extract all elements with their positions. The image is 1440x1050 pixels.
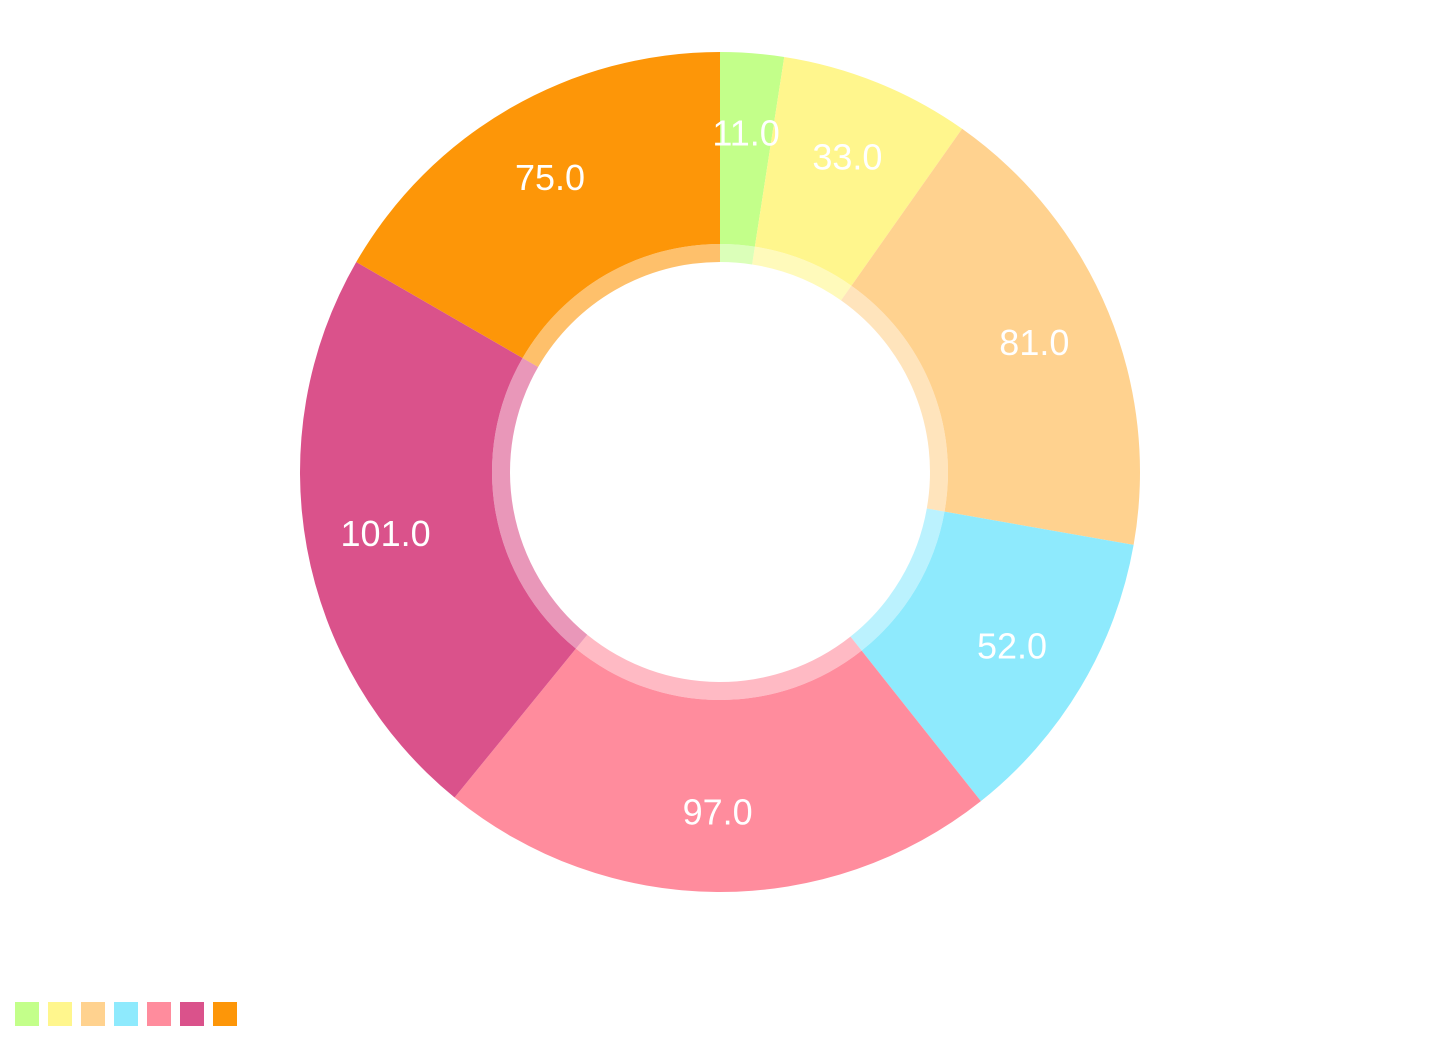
slice-label: 81.0 (999, 322, 1069, 363)
slice-labels-group: 11.0 33.0 81.0 52.0 97.0 101.0 75.0 (341, 113, 1070, 833)
legend-swatch[interactable] (114, 1002, 138, 1026)
inner-highlight-ring (492, 244, 948, 700)
slice-label: 97.0 (683, 791, 753, 832)
ring-segment-52.0 (850, 508, 945, 651)
legend (15, 1002, 237, 1026)
legend-swatch[interactable] (147, 1002, 171, 1026)
legend-swatch[interactable] (48, 1002, 72, 1026)
slice-label: 75.0 (515, 157, 585, 198)
ring-segment-33.0 (752, 246, 852, 301)
slice-101.0[interactable] (300, 262, 576, 798)
slice-52.0[interactable] (861, 511, 1134, 802)
ring-segment-81.0 (841, 285, 948, 512)
slice-label: 33.0 (812, 136, 882, 177)
slice-label: 101.0 (341, 513, 431, 554)
slice-label: 11.0 (712, 113, 779, 154)
ring-segment-11.0 (720, 244, 755, 265)
ring-segment-101.0 (492, 358, 588, 649)
legend-swatch[interactable] (15, 1002, 39, 1026)
slice-81.0[interactable] (851, 128, 1140, 545)
ring-segment-97.0 (575, 634, 862, 700)
legend-swatch[interactable] (180, 1002, 204, 1026)
slice-97.0[interactable] (454, 648, 981, 893)
slice-label: 52.0 (977, 626, 1047, 667)
slices-group (300, 52, 1140, 893)
legend-swatch[interactable] (213, 1002, 237, 1026)
slice-75.0[interactable] (356, 52, 720, 358)
legend-swatch[interactable] (81, 1002, 105, 1026)
ring-segment-75.0 (522, 244, 720, 367)
slice-11.0[interactable] (720, 52, 785, 247)
slice-33.0[interactable] (754, 56, 963, 286)
donut-hole (512, 264, 928, 680)
